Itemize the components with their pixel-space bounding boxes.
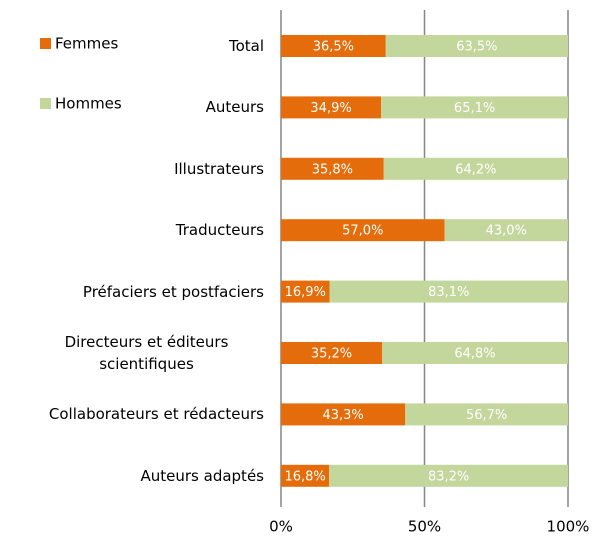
bar-segment <box>385 35 568 57</box>
x-tick-label: 50% <box>408 518 441 536</box>
bar-segment <box>281 280 330 303</box>
bar-segment <box>381 96 568 119</box>
value-label: 16,9% <box>285 285 326 300</box>
x-tick-label: 100% <box>547 518 590 536</box>
bar-segment <box>329 464 568 487</box>
category-label: Traducteurs <box>175 221 264 240</box>
value-label: 83,2% <box>428 469 469 484</box>
value-label: 34,9% <box>310 101 351 116</box>
bar-segment <box>329 280 568 303</box>
legend-swatch <box>40 98 51 109</box>
bar-segment <box>382 342 568 364</box>
category-label: Auteurs <box>205 98 264 117</box>
bar-segment <box>281 96 382 119</box>
category-label: Illustrateurs <box>174 159 264 178</box>
bar-segment <box>281 157 384 180</box>
bar-segment <box>281 219 445 242</box>
bar-segment <box>281 35 386 57</box>
bar-segment <box>444 219 568 242</box>
category-label: Auteurs adaptés <box>140 466 265 485</box>
bar-segment <box>281 464 330 487</box>
value-label: 16,8% <box>284 469 325 484</box>
value-label: 35,8% <box>312 162 353 177</box>
legend-label: Hommes <box>55 95 122 113</box>
value-label: 63,5% <box>456 40 497 55</box>
value-label: 57,0% <box>342 224 383 239</box>
value-label: 65,1% <box>454 101 495 116</box>
bar-segment <box>281 403 406 426</box>
value-label: 35,2% <box>311 347 352 362</box>
value-label: 64,2% <box>455 162 496 177</box>
bar-segment <box>405 403 568 426</box>
value-label: 56,7% <box>466 408 507 423</box>
category-label: Préfaciers et postfaciers <box>82 282 264 301</box>
category-label: Directeurs et éditeurs scientifiques <box>64 333 229 373</box>
value-label: 36,5% <box>313 40 354 55</box>
value-label: 64,8% <box>454 347 495 362</box>
value-label: 43,0% <box>486 224 527 239</box>
value-label: 83,1% <box>428 285 469 300</box>
x-tick-label: 0% <box>269 518 293 536</box>
value-label: 43,3% <box>322 408 363 423</box>
bar-segment <box>383 157 568 180</box>
legend-label: Femmes <box>55 35 118 53</box>
category-label: Total <box>228 37 264 55</box>
bar-segment <box>281 342 383 364</box>
legend-swatch <box>40 38 51 49</box>
category-label: Collaborateurs et rédacteurs <box>48 405 264 424</box>
